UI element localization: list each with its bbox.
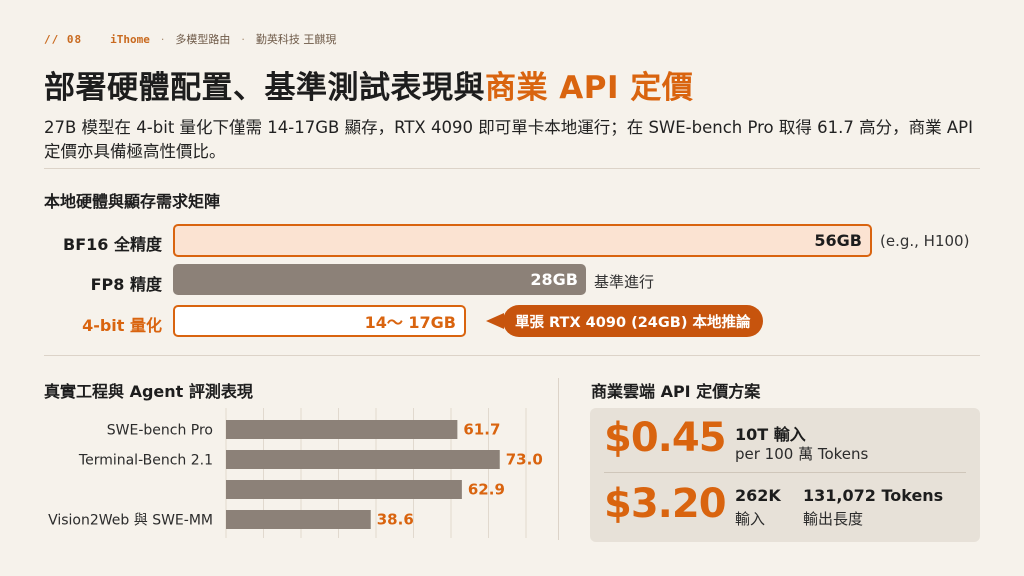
pricing-card: $0.45 10T 輸入 per 100 萬 Tokens $3.20 262K… (590, 408, 980, 542)
input-tokens: 10T 輸入 (735, 425, 806, 444)
page-title: 部署硬體配置、基準測試表現與商業 API 定價 (44, 62, 693, 107)
benchmark-bar (226, 420, 458, 439)
benchmark-value-label: 38.6 (377, 511, 414, 529)
input-price: $0.45 (604, 415, 727, 461)
bf16-bar: 56GB (173, 224, 872, 257)
input-unit: per 100 萬 Tokens (735, 445, 869, 463)
benchmark-bar (226, 510, 371, 529)
brand-name: iThome (110, 32, 150, 46)
benchmark-value-label: 62.9 (468, 481, 505, 499)
benchmark-bar (226, 450, 500, 469)
topic-label: 多模型路由 (175, 33, 231, 46)
benchmark-bar (226, 480, 462, 499)
context-value: 262K (735, 486, 781, 505)
output-price: $3.20 (604, 481, 727, 527)
context-label: 輸入 (735, 510, 766, 528)
output-value: 131,072 Tokens (803, 486, 944, 505)
title-accent: 商業 API 定價 (485, 70, 694, 106)
slide-number: // 08 (44, 32, 83, 46)
column-divider (558, 378, 559, 540)
4bit-value: 14～ 17GB (364, 313, 456, 332)
hardware-heading: 本地硬體與顯存需求矩陣 (44, 192, 221, 211)
callout-pointer (486, 313, 504, 329)
benchmark-heading: 真實工程與 Agent 評測表現 (44, 382, 253, 401)
fp8-label: FP8 精度 (90, 275, 162, 294)
separator-dot: · (160, 32, 165, 46)
4bit-callout: 單張 RTX 4090 (24GB) 本地推論 (503, 305, 763, 337)
separator-dot: · (241, 32, 245, 46)
benchmark-category-label: Vision2Web 與 SWE-MM (48, 513, 213, 529)
bf16-value: 56GB (814, 231, 862, 250)
4bit-bar: 14～ 17GB (173, 305, 466, 337)
fp8-note: 基準進行 (594, 273, 655, 291)
title-main: 部署硬體配置、基準測試表現與 (44, 70, 485, 106)
4bit-label: 4-bit 量化 (82, 316, 162, 335)
divider (44, 355, 980, 356)
fp8-bar: 28GB (173, 264, 586, 295)
pricing-heading: 商業雲端 API 定價方案 (591, 382, 761, 401)
page-subtitle: 27B 模型在 4-bit 量化下僅需 14-17GB 顯存，RTX 4090 … (44, 118, 973, 161)
benchmark-category-label: SWE-bench Pro (107, 423, 213, 439)
divider (44, 168, 980, 169)
header-bar: // 08 iThome · 多模型路由 · 勤英科技 王麒現 (44, 31, 336, 47)
bf16-label: BF16 全精度 (63, 235, 162, 254)
benchmark-value-label: 73.0 (506, 451, 543, 469)
fp8-value: 28GB (530, 270, 578, 289)
benchmark-value-label: 61.7 (463, 421, 500, 439)
output-label: 輸出長度 (803, 510, 864, 528)
pricing-divider (604, 472, 966, 473)
benchmark-chart: 61.7 SWE-bench Pro 73.0 Terminal-Bench 2.1 6… (48, 408, 543, 538)
author-label: 勤英科技 王麒現 (255, 33, 337, 46)
bf16-note: (e.g., H100) (880, 232, 970, 250)
benchmark-category-label: Terminal-Bench 2.1 (78, 453, 213, 469)
